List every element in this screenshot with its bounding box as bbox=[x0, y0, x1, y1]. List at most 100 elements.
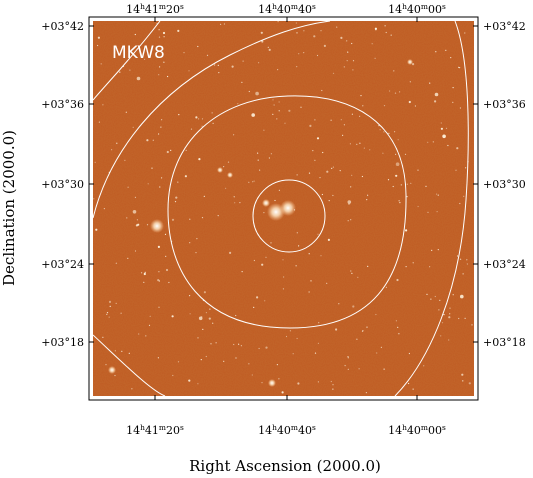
star bbox=[227, 161, 230, 163]
star bbox=[347, 51, 349, 53]
star bbox=[458, 317, 460, 320]
star bbox=[233, 134, 235, 136]
star bbox=[464, 317, 466, 319]
star bbox=[260, 31, 263, 34]
star bbox=[408, 100, 411, 104]
star bbox=[459, 107, 461, 109]
star bbox=[378, 125, 380, 127]
ra-tick-bottom-3: 14h40m00s bbox=[388, 423, 446, 437]
dec-tick-left-4: +03°24 bbox=[41, 258, 84, 271]
star bbox=[394, 131, 396, 133]
star bbox=[374, 57, 376, 59]
star bbox=[303, 52, 305, 54]
star bbox=[257, 159, 259, 161]
star bbox=[463, 195, 465, 197]
star bbox=[281, 391, 284, 394]
contour-topleft bbox=[93, 21, 161, 101]
star bbox=[102, 336, 104, 338]
star bbox=[465, 167, 467, 169]
star bbox=[356, 338, 358, 340]
star bbox=[317, 233, 319, 235]
star bbox=[350, 186, 352, 188]
contours bbox=[93, 21, 469, 396]
star bbox=[379, 129, 381, 131]
star bbox=[235, 314, 237, 317]
star bbox=[115, 262, 117, 264]
star bbox=[255, 91, 259, 96]
star bbox=[309, 124, 312, 127]
star bbox=[225, 187, 227, 189]
star bbox=[328, 200, 330, 202]
star bbox=[461, 373, 464, 376]
star bbox=[157, 279, 160, 282]
object-label: MKW8 bbox=[112, 43, 165, 63]
star bbox=[430, 298, 432, 300]
star bbox=[208, 317, 211, 320]
star bbox=[460, 294, 464, 299]
star bbox=[164, 233, 167, 235]
star bbox=[282, 288, 284, 290]
star bbox=[189, 242, 191, 244]
star bbox=[197, 337, 199, 339]
star bbox=[321, 89, 323, 92]
star bbox=[172, 374, 174, 377]
star bbox=[332, 194, 334, 197]
star bbox=[323, 44, 326, 48]
star bbox=[283, 276, 285, 278]
star bbox=[347, 357, 349, 359]
star bbox=[276, 118, 278, 120]
star bbox=[157, 245, 160, 248]
star bbox=[437, 249, 439, 251]
star bbox=[392, 185, 394, 188]
star bbox=[128, 352, 130, 354]
star bbox=[459, 67, 461, 69]
star bbox=[144, 58, 146, 61]
star bbox=[310, 280, 312, 282]
star bbox=[233, 343, 235, 346]
star bbox=[159, 66, 161, 68]
star bbox=[261, 382, 263, 384]
star bbox=[344, 365, 346, 367]
dec-tick-left-2: +03°36 bbox=[41, 98, 84, 111]
star bbox=[317, 342, 319, 344]
star bbox=[351, 113, 353, 115]
star bbox=[385, 286, 387, 288]
contour-outer bbox=[394, 21, 469, 396]
star bbox=[214, 64, 216, 66]
star bbox=[351, 272, 353, 274]
star bbox=[332, 166, 334, 168]
dec-tick-right-3: +03°30 bbox=[483, 178, 526, 191]
star bbox=[171, 315, 174, 318]
star bbox=[111, 149, 113, 151]
star bbox=[258, 62, 260, 64]
star bbox=[158, 36, 161, 38]
star bbox=[400, 184, 402, 186]
star bbox=[362, 105, 364, 107]
star bbox=[161, 119, 163, 121]
star bbox=[158, 306, 160, 308]
star bbox=[322, 151, 324, 154]
star bbox=[296, 337, 298, 340]
star bbox=[343, 66, 345, 68]
star bbox=[152, 139, 154, 141]
star bbox=[240, 345, 242, 347]
star bbox=[319, 177, 321, 179]
star bbox=[248, 363, 250, 365]
star bbox=[296, 66, 298, 68]
star bbox=[385, 31, 387, 34]
star bbox=[471, 324, 473, 326]
star bbox=[404, 153, 407, 155]
dec-tick-right-2: +03°36 bbox=[483, 98, 526, 111]
star bbox=[253, 259, 255, 262]
star bbox=[278, 101, 280, 103]
star bbox=[198, 118, 200, 120]
dec-tick-left-3: +03°30 bbox=[41, 178, 84, 191]
star bbox=[200, 359, 202, 361]
star bbox=[197, 45, 199, 48]
ra-ticks-bottom: 14h41m20s 14h40m40s 14h40m00s bbox=[126, 423, 446, 437]
star bbox=[146, 224, 149, 226]
star bbox=[163, 61, 165, 63]
star bbox=[361, 175, 363, 178]
star bbox=[161, 177, 163, 179]
star bbox=[282, 259, 284, 261]
